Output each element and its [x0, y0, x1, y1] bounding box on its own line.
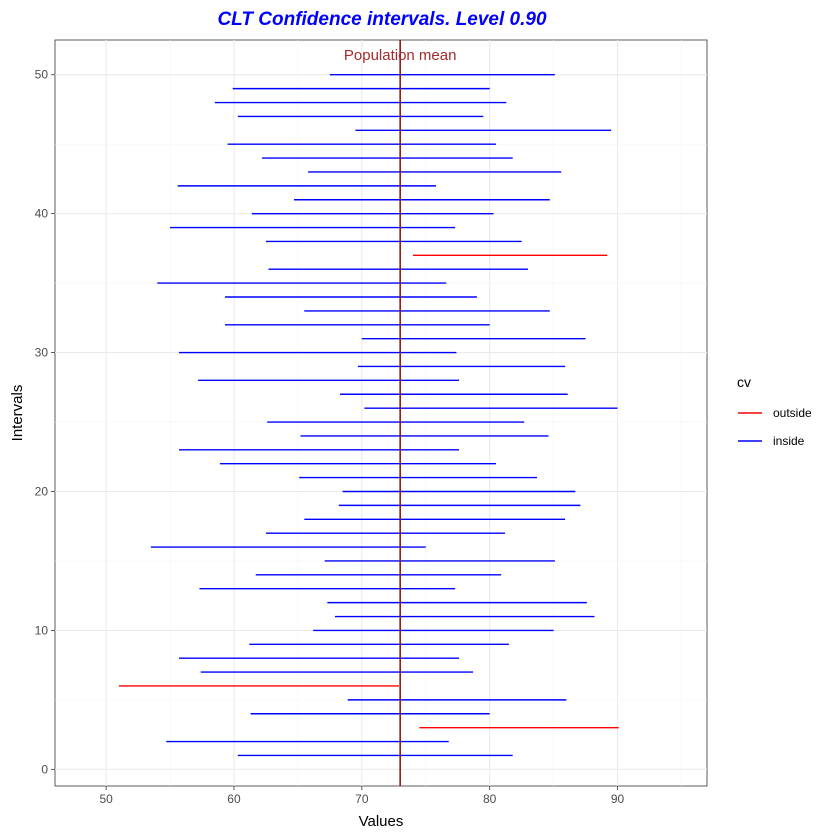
y-axis-ticks: 0 10 20 30 40 50: [35, 68, 55, 776]
plot-panel: [54, 39, 708, 787]
legend-title: cv: [737, 374, 751, 390]
y-tick-label: 0: [41, 762, 48, 776]
x-axis-title: Values: [359, 813, 404, 830]
y-tick-label: 10: [35, 623, 49, 637]
legend: cv outside inside: [737, 374, 812, 448]
chart-title: CLT Confidence intervals. Level 0.90: [217, 9, 547, 30]
x-tick-label: 50: [99, 792, 113, 806]
x-axis-ticks: 50 60 70 80 90: [99, 786, 625, 806]
x-tick-label: 70: [355, 792, 369, 806]
x-tick-label: 90: [611, 792, 625, 806]
x-tick-label: 80: [483, 792, 497, 806]
y-axis-title: Intervals: [9, 385, 26, 442]
population-mean-annotation: Population mean: [344, 47, 457, 64]
y-tick-label: 20: [35, 484, 49, 498]
x-tick-label: 60: [227, 792, 241, 806]
y-tick-label: 30: [35, 346, 49, 360]
legend-label-outside: outside: [773, 406, 812, 420]
interval-layer: [118, 74, 619, 757]
legend-label-inside: inside: [773, 434, 805, 448]
y-tick-label: 40: [35, 207, 49, 221]
y-tick-label: 50: [35, 68, 49, 82]
